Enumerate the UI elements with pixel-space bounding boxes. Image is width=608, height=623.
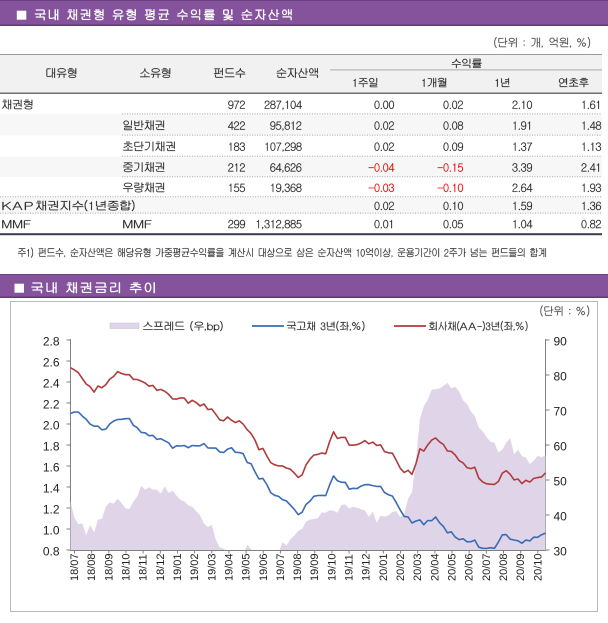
svg-text:20/10: 20/10 bbox=[532, 553, 544, 581]
svg-text:60: 60 bbox=[554, 440, 568, 454]
svg-text:18/07: 18/07 bbox=[69, 553, 81, 581]
svg-text:19/09: 19/09 bbox=[309, 553, 321, 581]
svg-text:18/11: 18/11 bbox=[138, 554, 150, 581]
svg-text:18/12: 18/12 bbox=[155, 553, 167, 581]
svg-text:20/06: 20/06 bbox=[464, 553, 476, 581]
svg-text:19/11: 19/11 bbox=[344, 554, 356, 581]
svg-text:50: 50 bbox=[554, 475, 568, 489]
svg-text:1.6: 1.6 bbox=[43, 461, 60, 475]
svg-text:1.2: 1.2 bbox=[43, 503, 60, 517]
svg-text:2.8: 2.8 bbox=[43, 335, 60, 349]
svg-text:19/12: 19/12 bbox=[361, 553, 373, 581]
svg-text:70: 70 bbox=[554, 405, 568, 419]
svg-text:18/08: 18/08 bbox=[86, 553, 98, 581]
svg-text:19/08: 19/08 bbox=[292, 553, 304, 581]
svg-text:19/05: 19/05 bbox=[241, 553, 253, 581]
svg-text:2.2: 2.2 bbox=[43, 398, 60, 412]
svg-text:19/01: 19/01 bbox=[172, 553, 184, 581]
svg-text:90: 90 bbox=[554, 335, 568, 349]
svg-text:20/08: 20/08 bbox=[498, 553, 510, 581]
svg-text:40: 40 bbox=[554, 510, 568, 524]
svg-text:20/04: 20/04 bbox=[429, 553, 441, 581]
svg-text:1.8: 1.8 bbox=[43, 440, 60, 454]
svg-text:19/04: 19/04 bbox=[223, 553, 235, 581]
svg-text:19/02: 19/02 bbox=[189, 553, 201, 581]
svg-text:2.0: 2.0 bbox=[43, 419, 60, 433]
svg-text:1.0: 1.0 bbox=[43, 524, 60, 538]
svg-text:20/09: 20/09 bbox=[515, 553, 527, 581]
svg-text:19/03: 19/03 bbox=[206, 553, 218, 581]
svg-text:20/01: 20/01 bbox=[378, 553, 390, 581]
svg-text:20/07: 20/07 bbox=[481, 553, 493, 581]
svg-text:80: 80 bbox=[554, 370, 568, 384]
svg-text:18/10: 18/10 bbox=[120, 553, 132, 581]
svg-text:20/05: 20/05 bbox=[447, 553, 459, 581]
svg-text:20/02: 20/02 bbox=[395, 553, 407, 581]
svg-text:30: 30 bbox=[554, 545, 568, 559]
svg-text:0.8: 0.8 bbox=[43, 545, 60, 559]
svg-text:19/06: 19/06 bbox=[258, 553, 270, 581]
svg-text:18/09: 18/09 bbox=[103, 553, 115, 581]
svg-text:20/03: 20/03 bbox=[412, 553, 424, 581]
svg-text:19/10: 19/10 bbox=[326, 553, 338, 581]
svg-text:2.6: 2.6 bbox=[43, 356, 60, 370]
svg-text:19/07: 19/07 bbox=[275, 553, 287, 581]
svg-text:1.4: 1.4 bbox=[43, 482, 60, 496]
svg-text:2.4: 2.4 bbox=[43, 377, 60, 391]
